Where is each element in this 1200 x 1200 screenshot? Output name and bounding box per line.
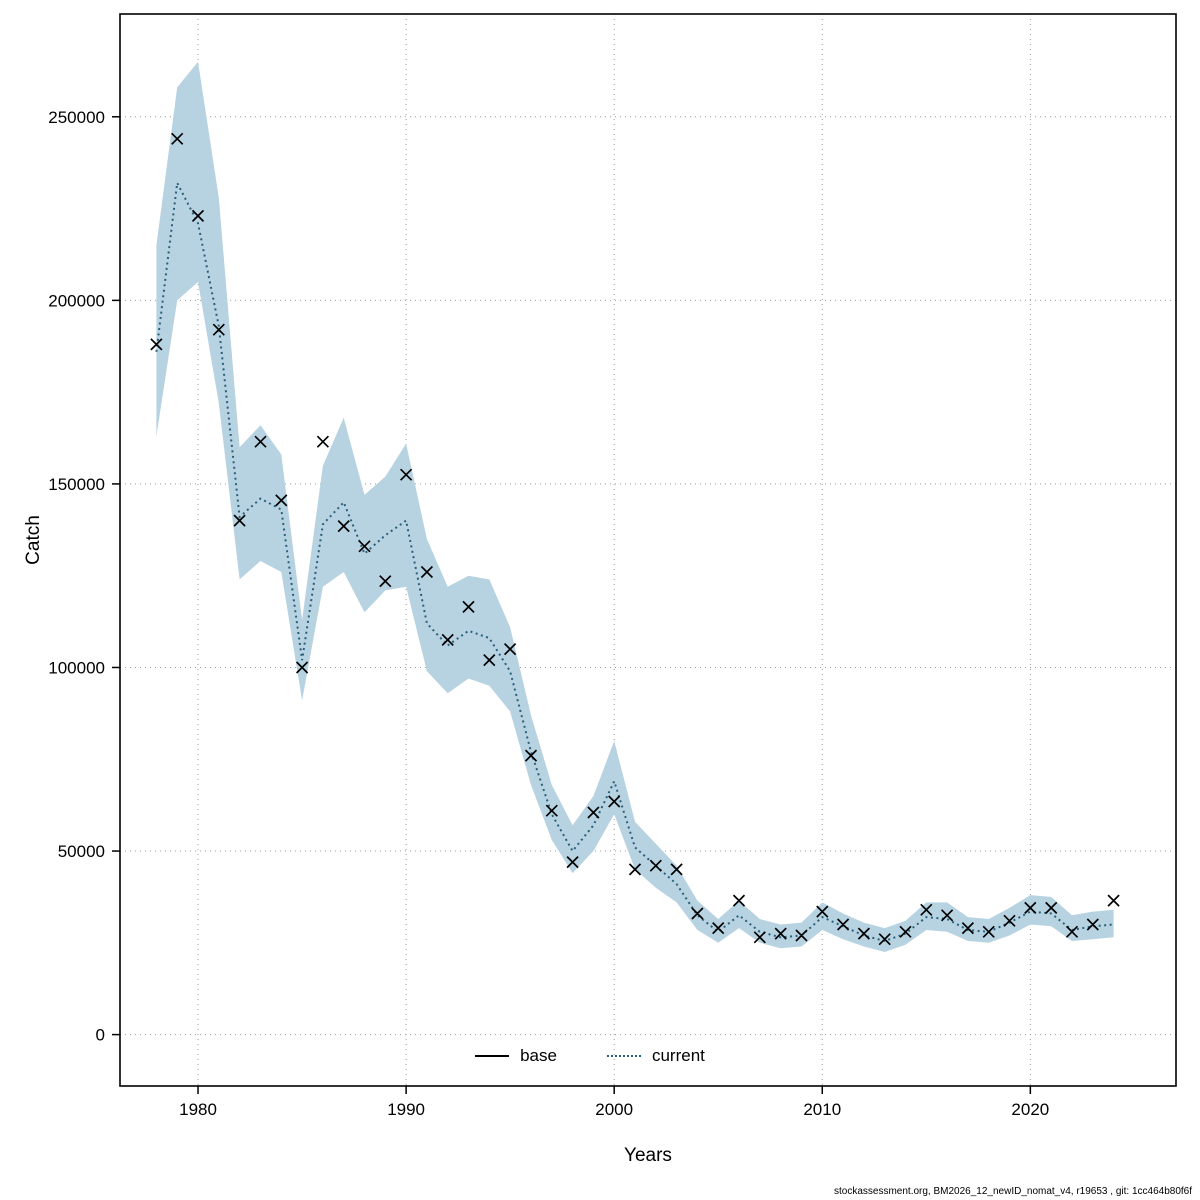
x-tick-label: 2000 xyxy=(595,1100,633,1119)
plot-border xyxy=(119,13,1177,1087)
y-tick-label: 250000 xyxy=(48,108,105,127)
x-tick-label: 2010 xyxy=(803,1100,841,1119)
confidence-band xyxy=(156,61,1114,952)
legend-item-current: current xyxy=(606,1046,705,1066)
x-tick-label: 2020 xyxy=(1011,1100,1049,1119)
legend-item-base: base xyxy=(475,1046,557,1066)
legend-sample-current xyxy=(606,1055,641,1057)
legend-label-base: base xyxy=(520,1046,557,1065)
y-axis-label: Catch xyxy=(23,515,44,565)
legend: base current xyxy=(120,1046,1060,1066)
base-x-markers xyxy=(150,132,1120,946)
base-line-sample-icon xyxy=(475,1055,510,1057)
x-axis-label: Years xyxy=(624,1145,672,1166)
y-tick-label: 0 xyxy=(96,1026,105,1045)
y-tick-label: 50000 xyxy=(58,842,105,861)
x-tick-label: 1980 xyxy=(179,1100,217,1119)
y-tick-label: 150000 xyxy=(48,475,105,494)
y-tick-label: 100000 xyxy=(48,658,105,677)
x-tick-label: 1990 xyxy=(387,1100,425,1119)
attribution-footer: stockassessment.org, BM2026_12_newID_nom… xyxy=(834,1186,1192,1197)
y-tick-label: 200000 xyxy=(48,291,105,310)
legend-label-current: current xyxy=(651,1046,705,1065)
